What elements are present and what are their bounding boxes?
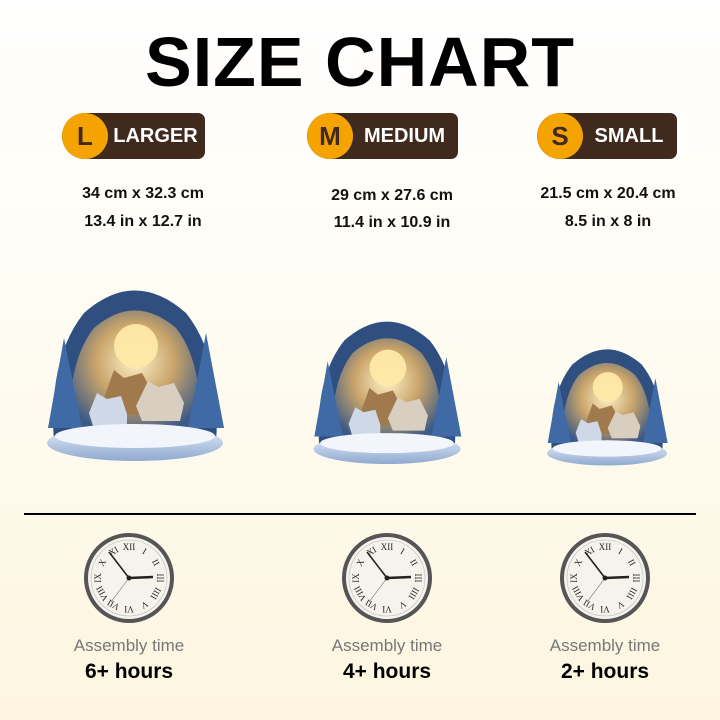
size-badge-small: S SMALL xyxy=(537,113,677,159)
dimension-in: 11.4 in x 10.9 in xyxy=(333,214,451,231)
dimension-in: 13.4 in x 12.7 in xyxy=(84,213,202,230)
clock-numeral: IX xyxy=(569,573,579,583)
clock-numeral: II xyxy=(626,557,638,567)
clock-numeral: XII xyxy=(123,542,136,552)
clock-numeral: V xyxy=(615,599,626,611)
size-letter: M xyxy=(307,113,353,159)
dimension-in: 8.5 in x 8 in xyxy=(564,213,652,230)
assembly-time: 6+ hours xyxy=(84,660,174,683)
clock-numeral: I xyxy=(399,546,407,556)
clock-numeral: V xyxy=(397,599,408,611)
product-image-large xyxy=(47,290,224,461)
dimension-cm: 29 cm x 27.6 cm xyxy=(331,187,453,204)
clock-numeral: VI xyxy=(600,604,610,614)
clock-numeral: IX xyxy=(351,573,361,583)
assembly-label: Assembly time xyxy=(73,636,185,655)
clock-numeral: III xyxy=(631,574,641,583)
clock-numeral: X xyxy=(572,557,584,568)
assembly-time: 2+ hours xyxy=(560,660,650,683)
assembly-time: 4+ hours xyxy=(342,660,432,683)
size-label: MEDIUM xyxy=(363,125,446,147)
clock-numeral: X xyxy=(354,557,366,568)
divider xyxy=(24,513,696,515)
size-badge-large: L LARGER xyxy=(62,113,205,159)
page-title: SIZE CHART xyxy=(145,23,575,101)
clock-numeral: I xyxy=(617,546,625,556)
size-badge-medium: M MEDIUM xyxy=(307,113,458,159)
clock-numeral: II xyxy=(408,557,420,567)
clock-numeral: I xyxy=(141,546,149,556)
clock-numeral: II xyxy=(150,557,162,567)
size-label: SMALL xyxy=(594,125,664,147)
clock-numeral: III xyxy=(413,574,423,583)
clock-numeral: XII xyxy=(599,542,612,552)
assembly-label: Assembly time xyxy=(549,636,661,655)
size-letter: S xyxy=(537,113,583,159)
clock-numeral: XII xyxy=(381,542,394,552)
product-image-small xyxy=(547,349,668,466)
size-letter: L xyxy=(62,113,108,159)
clock-numeral: VI xyxy=(124,604,134,614)
clock-numeral: IX xyxy=(93,573,103,583)
clock-numeral: III xyxy=(155,574,165,583)
clock-numeral: X xyxy=(96,557,108,568)
clock-numeral: V xyxy=(139,599,150,611)
product-image-medium xyxy=(313,321,462,464)
clock-numeral: VI xyxy=(382,604,392,614)
size-label: LARGER xyxy=(113,125,198,147)
dimension-cm: 34 cm x 32.3 cm xyxy=(82,185,204,202)
assembly-label: Assembly time xyxy=(331,636,443,655)
dimension-cm: 21.5 cm x 20.4 cm xyxy=(540,185,676,202)
